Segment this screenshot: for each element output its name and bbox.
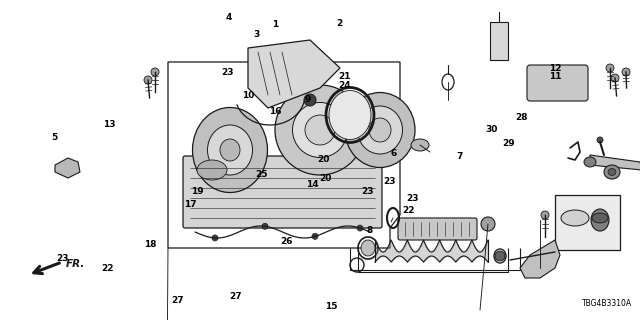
Ellipse shape: [411, 139, 429, 151]
FancyBboxPatch shape: [398, 218, 477, 240]
Text: 19: 19: [191, 188, 204, 196]
Polygon shape: [520, 240, 560, 278]
Text: 28: 28: [515, 113, 528, 122]
Text: 9: 9: [304, 95, 310, 104]
Ellipse shape: [591, 209, 609, 231]
Ellipse shape: [608, 169, 616, 175]
Text: 23: 23: [383, 177, 396, 186]
Circle shape: [611, 74, 619, 82]
Text: 21: 21: [338, 72, 351, 81]
Text: 7: 7: [456, 152, 463, 161]
Ellipse shape: [584, 157, 596, 167]
Text: 25: 25: [255, 170, 268, 179]
Ellipse shape: [197, 160, 227, 180]
Text: 2: 2: [336, 19, 342, 28]
Text: 22: 22: [101, 264, 114, 273]
Text: 24: 24: [338, 81, 351, 90]
Text: 5: 5: [51, 133, 58, 142]
Text: 23: 23: [56, 254, 69, 263]
Text: 16: 16: [269, 107, 282, 116]
Text: 26: 26: [280, 237, 293, 246]
Circle shape: [495, 251, 505, 261]
Circle shape: [541, 211, 549, 219]
Circle shape: [312, 233, 318, 239]
FancyBboxPatch shape: [183, 156, 382, 228]
Text: 13: 13: [102, 120, 115, 129]
Circle shape: [357, 225, 363, 231]
Text: 11: 11: [549, 72, 562, 81]
Circle shape: [622, 68, 630, 76]
Text: 27: 27: [172, 296, 184, 305]
Ellipse shape: [592, 213, 608, 223]
Ellipse shape: [561, 210, 589, 226]
Ellipse shape: [193, 108, 268, 193]
Ellipse shape: [220, 139, 240, 161]
Text: FR.: FR.: [66, 259, 85, 269]
Text: 3: 3: [253, 30, 259, 39]
Circle shape: [291, 88, 299, 96]
Text: 20: 20: [317, 155, 330, 164]
Circle shape: [212, 235, 218, 241]
Ellipse shape: [369, 118, 391, 142]
Text: 6: 6: [390, 149, 397, 158]
Text: 30: 30: [485, 125, 498, 134]
Ellipse shape: [292, 102, 348, 157]
Ellipse shape: [305, 115, 335, 145]
Polygon shape: [590, 155, 640, 170]
Ellipse shape: [207, 125, 253, 175]
Text: 10: 10: [242, 91, 255, 100]
Text: 12: 12: [549, 64, 562, 73]
Circle shape: [304, 94, 316, 106]
Ellipse shape: [604, 165, 620, 179]
Text: 17: 17: [184, 200, 197, 209]
Circle shape: [144, 76, 152, 84]
Text: 4: 4: [226, 13, 232, 22]
Ellipse shape: [361, 240, 375, 256]
Circle shape: [606, 64, 614, 72]
Text: 8: 8: [367, 226, 373, 235]
Ellipse shape: [329, 91, 371, 140]
Polygon shape: [490, 22, 508, 60]
Text: 22: 22: [402, 206, 415, 215]
Text: 20: 20: [319, 174, 332, 183]
Ellipse shape: [275, 85, 365, 175]
Text: 27: 27: [229, 292, 242, 301]
Text: 14: 14: [306, 180, 319, 189]
Circle shape: [151, 68, 159, 76]
Ellipse shape: [345, 92, 415, 167]
Polygon shape: [55, 158, 80, 178]
Text: 29: 29: [502, 139, 515, 148]
Text: 23: 23: [362, 187, 374, 196]
Text: 18: 18: [144, 240, 157, 249]
Circle shape: [597, 137, 603, 143]
Ellipse shape: [481, 217, 495, 231]
Bar: [555, 195, 620, 250]
Polygon shape: [248, 40, 340, 108]
Text: 15: 15: [325, 302, 338, 311]
Text: TBG4B3310A: TBG4B3310A: [582, 299, 632, 308]
Text: 1: 1: [272, 20, 278, 29]
Text: 23: 23: [406, 194, 419, 203]
FancyBboxPatch shape: [527, 65, 588, 101]
Ellipse shape: [358, 106, 403, 154]
Circle shape: [262, 223, 268, 229]
Text: 23: 23: [221, 68, 234, 77]
